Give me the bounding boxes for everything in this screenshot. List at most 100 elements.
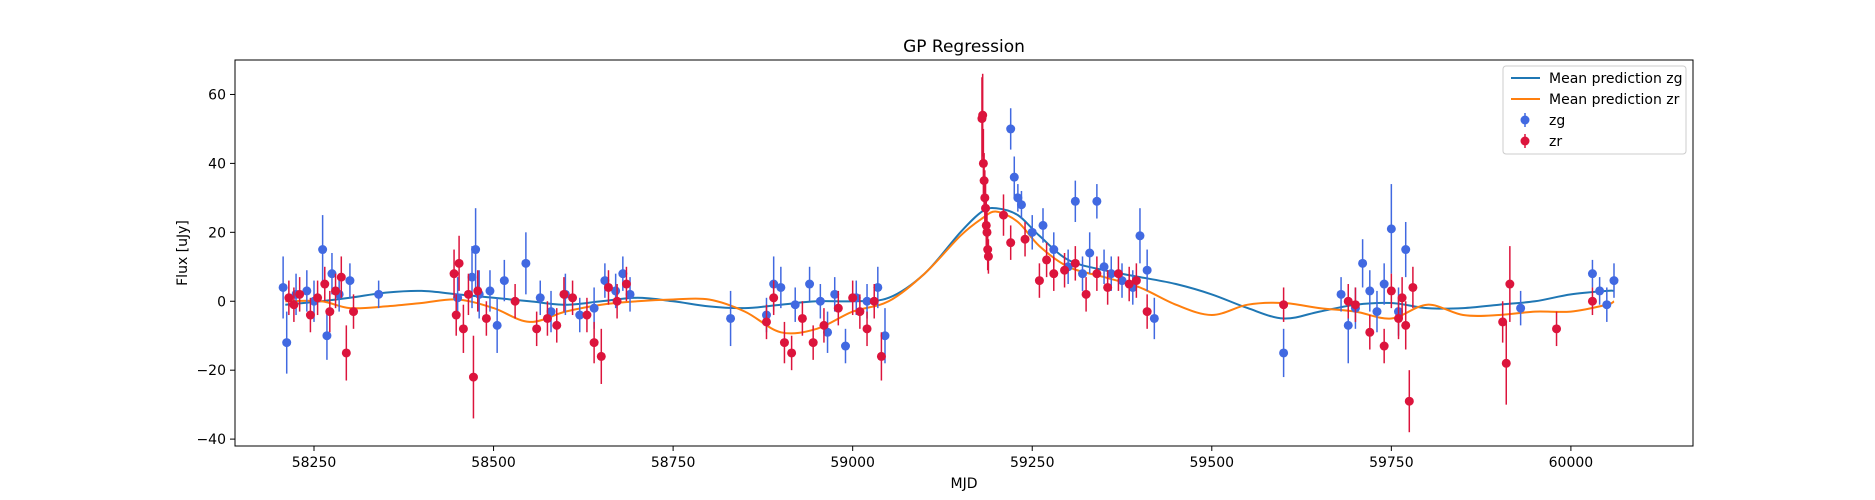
- zr-data-point: [1081, 289, 1091, 299]
- zg-data-point: [318, 245, 328, 255]
- legend-label: Mean prediction zg: [1549, 71, 1683, 87]
- zg-data-point: [471, 245, 481, 255]
- zg-data-point: [1609, 276, 1619, 286]
- zg-data-point: [1386, 224, 1396, 234]
- zr-data-point: [510, 296, 520, 306]
- zr-data-point: [449, 269, 459, 279]
- zr-data-point: [1103, 282, 1113, 292]
- zg-data-point: [1135, 231, 1145, 241]
- zg-data-point: [611, 286, 621, 296]
- zr-data-point: [1552, 324, 1562, 334]
- zg-data-point: [618, 269, 628, 279]
- zr-data-point: [855, 307, 865, 317]
- zr-data-point: [1408, 282, 1418, 292]
- zg-data-point: [790, 300, 800, 310]
- zg-data-point: [1142, 265, 1152, 275]
- zr-data-point: [454, 258, 464, 268]
- zr-data-point: [596, 351, 606, 361]
- zg-data-point: [467, 272, 477, 282]
- zg-data-point: [1602, 300, 1612, 310]
- zg-data-point: [521, 258, 531, 268]
- x-tick-label: 59000: [830, 455, 875, 471]
- zg-data-point: [1595, 286, 1605, 296]
- zr-data-point: [295, 289, 305, 299]
- legend-swatch-marker: [1520, 115, 1530, 125]
- zg-data-point: [374, 289, 384, 299]
- zg-data-point: [492, 320, 502, 330]
- zr-data-point: [305, 310, 315, 320]
- zg-data-point: [1013, 193, 1023, 203]
- zr-data-point: [621, 279, 631, 289]
- legend-swatch-marker: [1520, 136, 1530, 146]
- zr-data-point: [1350, 300, 1360, 310]
- y-tick-label: 40: [208, 156, 226, 172]
- zg-data-point: [873, 282, 883, 292]
- mean-prediction-zg-line: [285, 206, 1615, 320]
- zg-data-point: [1336, 289, 1346, 299]
- legend: Mean prediction zg Mean prediction zr zg zr: [1502, 65, 1687, 155]
- zr-data-point: [532, 324, 542, 334]
- chart-title: GP Regression: [903, 37, 1025, 57]
- zr-data-point: [869, 296, 879, 306]
- zg-data-point: [575, 310, 585, 320]
- zr-data-point: [833, 303, 843, 313]
- zg-data-point: [485, 286, 495, 296]
- zg-data-point: [345, 276, 355, 286]
- zg-data-point: [1401, 245, 1411, 255]
- zr-data-point: [612, 296, 622, 306]
- zr-data-point: [978, 110, 988, 120]
- legend-label: zr: [1549, 134, 1562, 150]
- plot-frame: [234, 59, 1694, 447]
- zr-data-point: [1070, 258, 1080, 268]
- zr-data-point: [1279, 300, 1289, 310]
- zr-data-point: [819, 320, 829, 330]
- y-tick-label: 20: [208, 225, 226, 241]
- zr-data-point: [1092, 269, 1102, 279]
- zg-data-point: [815, 296, 825, 306]
- zr-data-point: [787, 348, 797, 358]
- zg-data-point: [1099, 262, 1109, 272]
- y-tick-label: −40: [196, 432, 226, 448]
- zr-data-point: [761, 317, 771, 327]
- zg-data-point: [1365, 286, 1375, 296]
- zr-data-point: [999, 210, 1009, 220]
- zr-data-point: [769, 293, 779, 303]
- zr-data-point: [808, 338, 818, 348]
- zr-data-point: [1006, 238, 1016, 248]
- y-tick-label: 60: [208, 87, 226, 103]
- zg-data-point: [726, 313, 736, 323]
- zg-data-point: [776, 282, 786, 292]
- zr-data-point: [284, 293, 294, 303]
- series-zr-points: [284, 73, 1597, 433]
- y-tick-label: −20: [196, 363, 226, 379]
- zg-data-point: [1358, 258, 1368, 268]
- zr-data-point: [603, 282, 613, 292]
- zr-data-point: [320, 279, 330, 289]
- zg-data-point: [1372, 307, 1382, 317]
- zr-data-point: [481, 313, 491, 323]
- zr-data-point: [341, 348, 351, 358]
- zg-data-point: [589, 303, 599, 313]
- zg-data-point: [805, 279, 815, 289]
- zg-data-point: [840, 341, 850, 351]
- x-tick-label: 58500: [471, 455, 516, 471]
- zr-data-point: [336, 272, 346, 282]
- zr-data-point: [568, 293, 578, 303]
- zr-data-point: [1034, 276, 1044, 286]
- zr-data-point: [848, 293, 858, 303]
- y-axis-title: Flux [uJy]: [175, 220, 191, 286]
- zg-data-point: [535, 293, 545, 303]
- x-tick-label: 58250: [292, 455, 337, 471]
- zr-data-point: [458, 324, 468, 334]
- zg-data-point: [282, 338, 292, 348]
- zg-data-point: [1106, 269, 1116, 279]
- zg-data-point: [1279, 348, 1289, 358]
- zr-data-point: [1394, 313, 1404, 323]
- zg-data-point: [862, 296, 872, 306]
- zg-data-point: [1049, 245, 1059, 255]
- zr-data-point: [1397, 293, 1407, 303]
- zg-data-point: [1078, 269, 1088, 279]
- plot-area: [278, 73, 1619, 433]
- zr-data-point: [1501, 358, 1511, 368]
- zg-data-point: [278, 282, 288, 292]
